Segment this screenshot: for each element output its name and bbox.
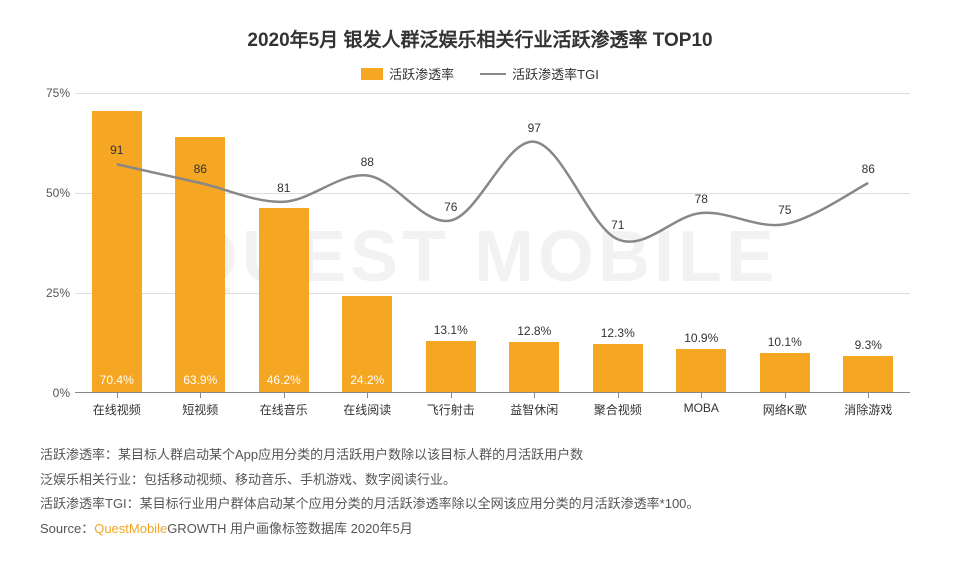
- tgi-value-label: 97: [528, 121, 541, 135]
- legend-line: 活跃渗透率TGI: [480, 64, 599, 83]
- x-tick-label: 网络K歌: [743, 393, 827, 423]
- y-tick-label: 25%: [35, 286, 70, 300]
- x-tick-label: 消除游戏: [827, 393, 911, 423]
- source-brand: QuestMobile: [94, 521, 167, 536]
- tgi-value-label: 71: [611, 218, 624, 232]
- tgi-line: [75, 93, 910, 393]
- legend-bar-swatch: [361, 68, 383, 80]
- chart-title: 2020年5月 银发人群泛娱乐相关行业活跃渗透率 TOP10: [40, 25, 920, 52]
- x-tick-label: 在线阅读: [326, 393, 410, 423]
- plot: 70.4%63.9%46.2%24.2%13.1%12.8%12.3%10.9%…: [75, 93, 910, 393]
- footnote-1: 活跃渗透率：某目标人群启动某个App应用分类的月活跃用户数除以该目标人群的月活跃…: [40, 443, 920, 468]
- x-tick-label: 在线视频: [75, 393, 159, 423]
- tgi-value-label: 78: [695, 192, 708, 206]
- footnote-2: 泛娱乐相关行业：包括移动视频、移动音乐、手机游戏、数字阅读行业。: [40, 468, 920, 493]
- y-tick-label: 0%: [35, 386, 70, 400]
- tgi-value-label: 91: [110, 143, 123, 157]
- source-prefix: Source：: [40, 521, 94, 536]
- tgi-value-label: 76: [444, 200, 457, 214]
- tgi-value-label: 75: [778, 203, 791, 217]
- x-tick-label: 飞行射击: [409, 393, 493, 423]
- tgi-value-label: 81: [277, 181, 290, 195]
- legend: 活跃渗透率 活跃渗透率TGI: [40, 64, 920, 83]
- footnote-3: 活跃渗透率TGI：某目标行业用户群体启动某个应用分类的月活跃渗透率除以全网该应用…: [40, 492, 920, 517]
- legend-line-swatch: [480, 73, 506, 75]
- x-tick-label: 在线音乐: [242, 393, 326, 423]
- x-axis: 在线视频短视频在线音乐在线阅读飞行射击益智休闲聚合视频MOBA网络K歌消除游戏: [75, 393, 910, 423]
- legend-bar-label: 活跃渗透率: [389, 64, 454, 83]
- x-tick-label: 短视频: [159, 393, 243, 423]
- x-tick-label: 益智休闲: [493, 393, 577, 423]
- tgi-line-path: [117, 142, 869, 242]
- legend-bar: 活跃渗透率: [361, 64, 454, 83]
- legend-line-label: 活跃渗透率TGI: [512, 64, 599, 83]
- y-tick-label: 75%: [35, 86, 70, 100]
- x-tick-label: 聚合视频: [576, 393, 660, 423]
- tgi-value-label: 88: [361, 155, 374, 169]
- y-tick-label: 50%: [35, 186, 70, 200]
- source-line: Source：QuestMobileGROWTH 用户画像标签数据库 2020年…: [40, 517, 920, 542]
- chart-area: 70.4%63.9%46.2%24.2%13.1%12.8%12.3%10.9%…: [75, 93, 910, 423]
- footnotes: 活跃渗透率：某目标人群启动某个App应用分类的月活跃用户数除以该目标人群的月活跃…: [40, 443, 920, 542]
- tgi-value-label: 86: [194, 162, 207, 176]
- x-tick-label: MOBA: [660, 393, 744, 423]
- tgi-value-label: 86: [862, 162, 875, 176]
- source-rest: GROWTH 用户画像标签数据库 2020年5月: [167, 521, 413, 536]
